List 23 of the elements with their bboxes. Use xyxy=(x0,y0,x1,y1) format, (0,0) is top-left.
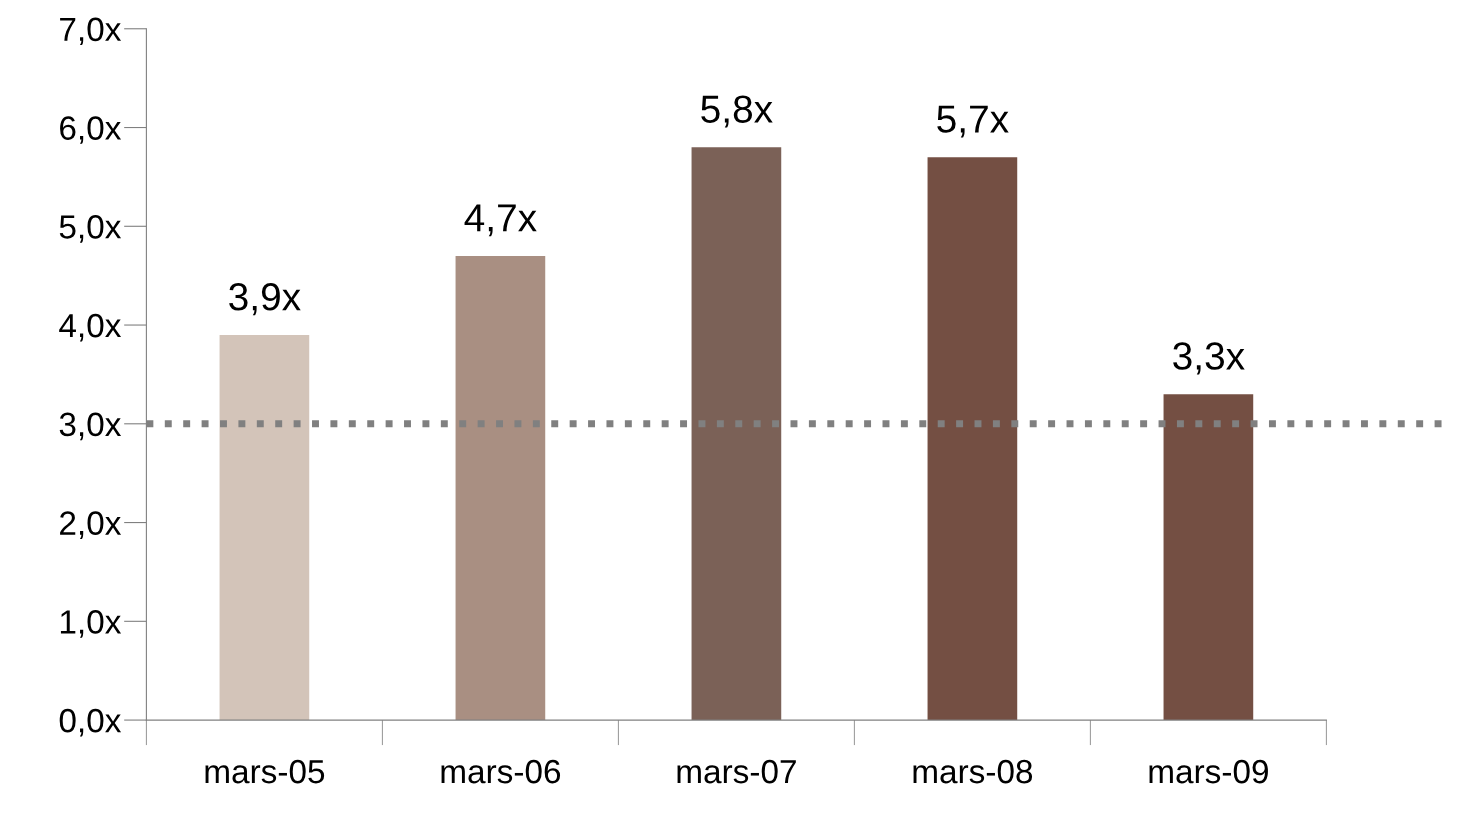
data-label: 4,7x xyxy=(464,204,537,237)
bar xyxy=(691,147,782,721)
bar xyxy=(219,334,310,721)
x-tick-label: mars-06 xyxy=(441,759,561,784)
x-tick-label: mars-07 xyxy=(677,759,796,784)
bar xyxy=(1163,394,1254,721)
y-tick-label: 3,0x xyxy=(59,412,122,441)
y-tick-label: 4,0x xyxy=(59,313,122,342)
bar xyxy=(455,255,546,721)
y-tick-label: 7,0x xyxy=(60,17,122,46)
y-tick-label: 0,0x xyxy=(59,708,122,737)
data-label: 5,7x xyxy=(937,105,1009,138)
y-tick-label: 5,0x xyxy=(59,215,122,243)
x-tick-label: mars-09 xyxy=(1149,759,1268,784)
x-tick-label: mars-05 xyxy=(205,759,325,784)
y-tick-label: 2,0x xyxy=(60,511,122,539)
y-tick-label: 1,0x xyxy=(60,610,122,638)
data-label: 3,9x xyxy=(229,283,301,316)
data-label: 3,3x xyxy=(1173,342,1245,375)
bar xyxy=(927,157,1018,721)
data-label: 5,8x xyxy=(701,95,773,128)
y-tick-label: 6,0x xyxy=(60,116,122,144)
x-tick-label: mars-08 xyxy=(913,759,1033,784)
